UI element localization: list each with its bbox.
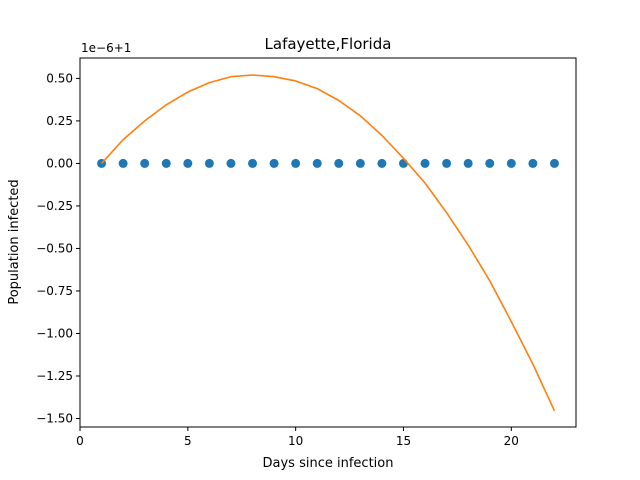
data-point-observed bbox=[463, 158, 473, 168]
data-point-observed bbox=[118, 158, 128, 168]
data-point-observed bbox=[420, 158, 430, 168]
plot-area bbox=[80, 58, 576, 427]
x-tick-label: 10 bbox=[288, 434, 303, 448]
y-tick-label: 0.50 bbox=[46, 71, 73, 85]
y-tick-label: −0.50 bbox=[36, 241, 73, 255]
y-tick-label: 0.00 bbox=[46, 156, 73, 170]
data-point-observed bbox=[291, 158, 301, 168]
y-tick-label: −1.25 bbox=[36, 369, 73, 383]
plot-frame bbox=[79, 57, 577, 428]
data-point-observed bbox=[398, 158, 408, 168]
x-tick-label: 0 bbox=[76, 434, 84, 448]
x-axis-label: Days since infection bbox=[263, 456, 394, 471]
y-tick-label: −0.75 bbox=[36, 284, 73, 298]
y-tick-label: 0.25 bbox=[46, 114, 73, 128]
data-point-observed bbox=[355, 158, 365, 168]
y-tick-label: −0.25 bbox=[36, 199, 73, 213]
y-tick-label: −1.50 bbox=[36, 411, 73, 425]
data-point-observed bbox=[549, 158, 559, 168]
series-layer bbox=[97, 74, 559, 412]
x-tick-label: 15 bbox=[396, 434, 411, 448]
data-point-observed bbox=[140, 158, 150, 168]
data-point-observed bbox=[442, 158, 452, 168]
data-point-observed bbox=[485, 158, 495, 168]
data-point-observed bbox=[248, 158, 258, 168]
data-point-observed bbox=[183, 158, 193, 168]
chart-title: Lafayette,Florida bbox=[265, 35, 392, 53]
data-point-observed bbox=[161, 158, 171, 168]
x-tick-label: 5 bbox=[184, 434, 192, 448]
y-tick-label: −1.00 bbox=[36, 326, 73, 340]
data-point-observed bbox=[312, 158, 322, 168]
y-axis-label: Population infected bbox=[7, 179, 22, 304]
x-axis-ticks: 0 5 10 15 20 bbox=[76, 427, 519, 448]
y-axis-offset-text: 1e−6+1 bbox=[81, 41, 131, 55]
data-point-observed bbox=[334, 158, 344, 168]
y-axis-ticks: 0.50 0.25 0.00 −0.25 −0.50 −0.75 −1.00 −1.25 −1.… bbox=[36, 71, 80, 425]
series-line-model bbox=[100, 74, 556, 412]
data-point-observed bbox=[269, 158, 279, 168]
data-point-observed bbox=[204, 158, 214, 168]
data-point-observed bbox=[506, 158, 516, 168]
data-point-observed bbox=[377, 158, 387, 168]
x-tick-label: 20 bbox=[504, 434, 519, 448]
data-point-observed bbox=[226, 158, 236, 168]
data-point-observed bbox=[528, 158, 538, 168]
